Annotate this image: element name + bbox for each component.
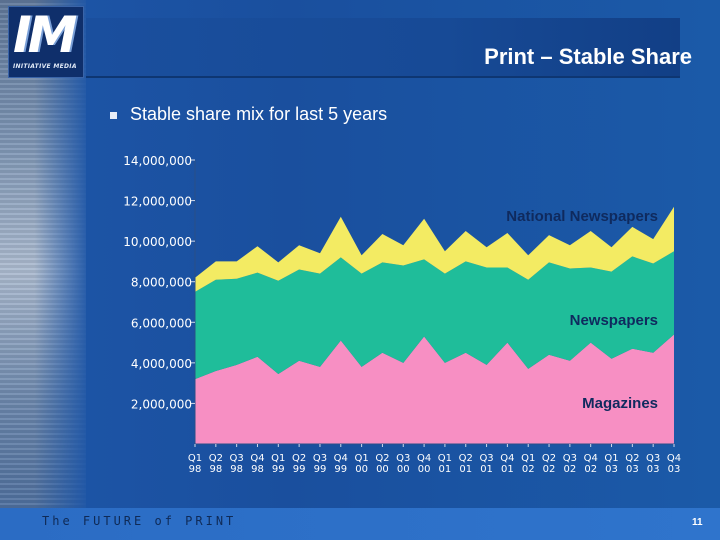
- y-tick-label: 8,000,000: [131, 276, 192, 290]
- x-tick-label-year: 03: [647, 464, 660, 475]
- company-logo: IM INITIATIVE MEDIA: [8, 6, 84, 78]
- x-tick-label-quarter: Q3: [479, 453, 493, 464]
- x-tick-label-year: 99: [314, 464, 327, 475]
- x-tick-label-quarter: Q3: [563, 453, 577, 464]
- x-tick-label-year: 02: [564, 464, 577, 475]
- x-tick-label-quarter: Q2: [375, 453, 389, 464]
- x-tick-label-quarter: Q1: [438, 453, 452, 464]
- x-tick-label-quarter: Q4: [250, 453, 264, 464]
- slide-title: Print – Stable Share: [484, 44, 692, 69]
- x-tick-label-year: 01: [439, 464, 452, 475]
- y-tick-label: 12,000,000: [123, 195, 192, 209]
- series-area-magazines: [195, 334, 674, 444]
- y-tick-label: 10,000,000: [123, 235, 192, 249]
- x-tick-label-year: 03: [626, 464, 639, 475]
- x-tick-label-year: 98: [209, 464, 222, 475]
- y-tick-label: 6,000,000: [131, 316, 192, 330]
- x-tick-label-quarter: Q1: [521, 453, 535, 464]
- x-tick-label-year: 99: [334, 464, 347, 475]
- x-tick-label-year: 01: [501, 464, 514, 475]
- x-tick-label-year: 00: [397, 464, 410, 475]
- bullet-square-icon: [110, 112, 117, 119]
- footer-bar: [0, 508, 720, 540]
- series-area-newspapers: [195, 251, 674, 380]
- x-tick-label-quarter: Q2: [292, 453, 306, 464]
- logo-subtitle: INITIATIVE MEDIA: [13, 63, 77, 70]
- x-tick-label-quarter: Q2: [625, 453, 639, 464]
- x-tick-label-year: 02: [522, 464, 535, 475]
- x-tick-label-year: 99: [272, 464, 285, 475]
- page-number: 11: [692, 517, 703, 528]
- x-tick-label-quarter: Q2: [459, 453, 473, 464]
- decorative-side-strip: [0, 0, 86, 540]
- y-tick-label: 2,000,000: [131, 397, 192, 411]
- x-tick-label-year: 01: [459, 464, 472, 475]
- logo-mark: IM: [13, 6, 77, 64]
- x-tick-label-quarter: Q3: [396, 453, 410, 464]
- x-tick-label-quarter: Q4: [334, 453, 348, 464]
- x-tick-label-year: 03: [605, 464, 618, 475]
- x-tick-label-quarter: Q1: [354, 453, 368, 464]
- x-tick-label-quarter: Q1: [271, 453, 285, 464]
- x-tick-label-quarter: Q4: [667, 453, 681, 464]
- x-tick-label-quarter: Q3: [646, 453, 660, 464]
- footer-text: The FUTURE of PRINT: [42, 514, 237, 528]
- x-tick-label-year: 00: [376, 464, 389, 475]
- x-tick-label-quarter: Q3: [313, 453, 327, 464]
- series-label-national-newspapers: National Newspapers: [506, 208, 658, 225]
- x-tick-label-quarter: Q4: [584, 453, 598, 464]
- x-tick-label-year: 01: [480, 464, 493, 475]
- x-tick-label-quarter: Q1: [188, 453, 202, 464]
- x-tick-label-year: 98: [230, 464, 243, 475]
- bullet-text: Stable share mix for last 5 years: [130, 104, 388, 124]
- series-area-national-newspapers: [195, 206, 674, 292]
- x-tick-label-quarter: Q2: [209, 453, 223, 464]
- x-tick-label-quarter: Q4: [417, 453, 431, 464]
- x-tick-label-year: 00: [418, 464, 431, 475]
- x-tick-label-quarter: Q2: [542, 453, 556, 464]
- y-tick-label: 4,000,000: [131, 357, 192, 371]
- title-bar: [86, 18, 680, 78]
- x-tick-label-quarter: Q1: [604, 453, 618, 464]
- series-label-newspapers: Newspapers: [570, 312, 658, 329]
- x-tick-label-year: 02: [584, 464, 597, 475]
- y-tick-label: 14,000,000: [123, 154, 192, 168]
- x-tick-label-year: 02: [543, 464, 556, 475]
- x-tick-label-year: 99: [293, 464, 306, 475]
- x-tick-label-year: 98: [251, 464, 264, 475]
- x-tick-label-year: 98: [189, 464, 202, 475]
- x-tick-label-quarter: Q4: [500, 453, 514, 464]
- series-label-magazines: Magazines: [582, 395, 658, 412]
- x-tick-label-year: 00: [355, 464, 368, 475]
- x-tick-label-year: 03: [668, 464, 681, 475]
- x-tick-label-quarter: Q3: [230, 453, 244, 464]
